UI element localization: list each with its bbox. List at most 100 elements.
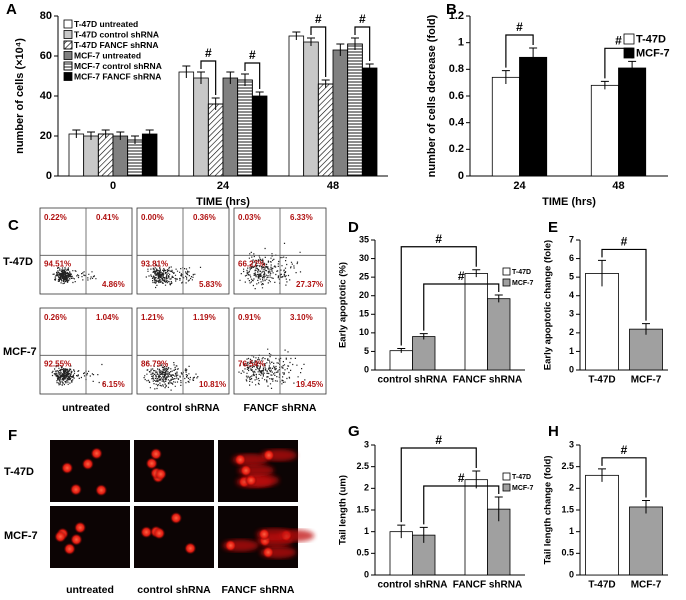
quadrant-percent: 10.81% — [199, 380, 226, 389]
panel-letter: D — [348, 219, 359, 236]
error-bar — [336, 43, 345, 56]
quadrant-percent: 0.00% — [141, 213, 164, 222]
comet-head — [184, 542, 197, 555]
bar — [487, 298, 511, 371]
comet-head — [54, 530, 67, 543]
comet-cells — [140, 511, 197, 555]
comet-head — [140, 526, 153, 539]
y-axis-label: number of cells (×10⁴) — [14, 38, 26, 154]
y-tick-label: 2 — [569, 327, 574, 337]
quadrant-percent: 1.19% — [193, 313, 216, 322]
quadrant-percent: 0.91% — [238, 313, 261, 322]
comet-head — [245, 474, 258, 487]
x-axis-label: TIME (hrs) — [542, 196, 596, 208]
bar-hatch — [347, 43, 363, 177]
error-bar — [197, 71, 205, 84]
error-bar — [529, 47, 538, 67]
error-bar — [321, 79, 330, 88]
bar — [193, 77, 209, 177]
error-bar — [307, 37, 315, 46]
bar — [222, 77, 239, 177]
significance-mark: # — [621, 235, 628, 249]
significance-bracket — [601, 248, 647, 321]
x-tick-label: 24 — [513, 180, 526, 192]
error-bar — [642, 499, 650, 514]
event-dots — [143, 362, 199, 391]
legend-swatch — [63, 51, 73, 60]
significance-mark: # — [458, 471, 465, 485]
error-bar — [600, 80, 609, 90]
y-tick-label: 0.5 — [356, 548, 369, 558]
bar — [519, 56, 548, 177]
x-tick-label: control shRNA — [378, 375, 448, 386]
quadrant-percent: 66.27% — [238, 259, 265, 268]
legend-swatch — [63, 19, 73, 29]
y-tick-label: 1.5 — [356, 504, 369, 514]
x-tick-label: 48 — [612, 180, 624, 192]
y-tick-label: 1 — [569, 526, 574, 536]
legend-swatch — [623, 47, 635, 59]
quadrant-percent: 0.26% — [44, 313, 67, 322]
legend-label: MCF-7 FANCF shRNA — [74, 71, 161, 81]
event-dots — [145, 263, 202, 289]
x-tick-label: T-47D — [588, 375, 615, 386]
error-bar — [351, 37, 359, 50]
error-bar — [472, 269, 481, 278]
y-tick-label: 10 — [359, 327, 369, 337]
error-bar — [226, 71, 235, 84]
significance-bracket — [423, 485, 500, 525]
bar — [618, 67, 647, 177]
error-bar — [642, 323, 650, 335]
comet-head — [262, 449, 275, 462]
legend-swatch — [502, 472, 511, 481]
bar-hatch — [317, 83, 334, 177]
legend-label: T-47D untreated — [74, 19, 138, 29]
x-tick-label: 24 — [217, 180, 230, 192]
significance-bracket — [400, 447, 477, 523]
quadrant-percent: 27.37% — [296, 280, 323, 289]
y-tick-label: 1 — [364, 526, 369, 536]
comet-cells — [232, 449, 297, 488]
error-bar — [211, 97, 220, 110]
x-tick-label: 48 — [327, 180, 339, 192]
quadrant-percent: 93.81% — [141, 259, 168, 268]
panel-letter: A — [6, 1, 17, 18]
y-tick-label: 1.2 — [449, 10, 464, 22]
y-tick-label: 0.5 — [561, 548, 574, 558]
error-bar — [101, 129, 110, 138]
bar-hatch — [97, 133, 114, 177]
comet-head — [69, 483, 82, 496]
legend-swatch-hatch — [63, 61, 73, 71]
significance-bracket — [200, 60, 217, 95]
error-bar — [494, 496, 503, 522]
bar — [464, 479, 488, 576]
comet-head — [224, 539, 237, 552]
comet-head — [145, 457, 158, 470]
panel-letter: C — [8, 217, 19, 234]
y-axis-label: Tail length (um) — [338, 475, 349, 545]
error-bar — [598, 259, 606, 287]
error-bar — [145, 129, 154, 138]
significance-mark: # — [435, 232, 442, 246]
error-bar — [116, 131, 125, 140]
bar — [585, 474, 619, 576]
y-tick-label: 3 — [569, 439, 574, 449]
quadrant-percent: 0.22% — [44, 213, 67, 222]
y-tick-label: 7 — [569, 234, 574, 244]
y-tick-label: 30 — [359, 253, 369, 263]
bar — [464, 273, 488, 371]
x-tick-label: FANCF shRNA — [453, 375, 522, 386]
dot-plot: 0.22% 0.41% 94.51% 4.86% — [39, 207, 133, 295]
error-bar — [87, 131, 95, 140]
significance-mark: # — [615, 34, 622, 48]
y-tick-label: 20 — [40, 130, 52, 142]
row-label: T-47D — [4, 466, 34, 478]
y-tick-label: 2 — [569, 483, 574, 493]
error-bar — [292, 31, 301, 40]
panel-letter: H — [548, 423, 559, 440]
y-tick-label: 40 — [40, 90, 52, 102]
dot-plot: 1.21% 1.19% 86.79% 10.81% — [136, 307, 230, 395]
bar — [585, 273, 619, 371]
quadrant-percent: 6.15% — [102, 380, 125, 389]
y-tick-label: 0.4 — [449, 117, 465, 129]
